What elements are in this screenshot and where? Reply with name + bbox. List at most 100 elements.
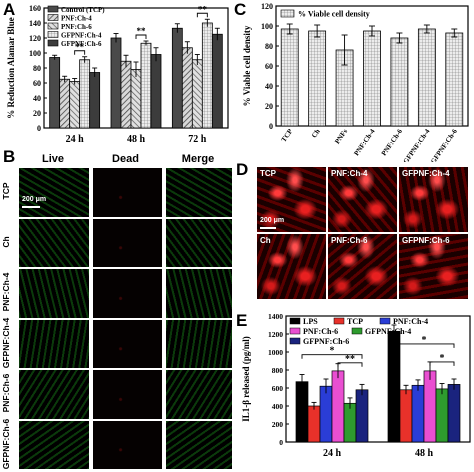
- y-tick-label: 80: [33, 64, 41, 73]
- panel-b: Live Dead Merge TCP 200 μm Ch PNF:Ch-4 GFPNF…: [0, 147, 234, 471]
- row-label: PNF:Ch-4: [1, 272, 11, 312]
- y-tick-label: 600: [272, 384, 284, 393]
- chart-a: 0 20 40 60 80 100 120 140 160 % Reduction Alamar …: [6, 4, 229, 145]
- plot-frame: [285, 315, 471, 443]
- x-tick-label: Ch: [310, 127, 322, 139]
- legend-label: PNF:Ch-4: [61, 15, 92, 23]
- legend-label: LPS: [303, 317, 318, 326]
- bar: [181, 47, 193, 129]
- micrograph-label: GFPNF:Ch-4: [402, 169, 450, 178]
- micrograph-live: [18, 217, 90, 268]
- bar: [211, 33, 223, 129]
- x-tick-label: 24 h: [66, 134, 85, 145]
- legend-swatch: [47, 22, 59, 30]
- x-tick-label: GFPNF:Ch-4: [402, 127, 432, 162]
- row-label: GFPNF:Ch-6: [1, 418, 11, 470]
- bar: [130, 69, 142, 129]
- chart-e: 0 200 400 600 800 1000 1200 1400 IL1-β released …: [241, 312, 471, 459]
- legend-swatch: [379, 317, 391, 325]
- scale-bar: [260, 227, 276, 229]
- legend-swatch: [333, 317, 345, 325]
- row-label: PNF:Ch-6: [1, 373, 11, 413]
- significance-mark: **: [345, 354, 355, 365]
- bar: [445, 32, 464, 127]
- scale-bar-label: 200 μm: [260, 217, 285, 224]
- significance-bracket: [196, 12, 208, 18]
- bar: [59, 78, 71, 129]
- legend-label: PNF:Ch-6: [61, 23, 92, 31]
- legend-label: GFPNF:Ch-4: [365, 327, 411, 336]
- significance-mark: *: [440, 353, 445, 364]
- micrograph-cell: Ch: [256, 233, 327, 300]
- panel-label-e: E: [236, 311, 248, 330]
- panel-label-b: B: [3, 147, 16, 166]
- bar: [110, 37, 122, 129]
- legend-label: % Viable cell density: [298, 10, 370, 19]
- row-label: GFPNF:Ch-4: [1, 317, 11, 369]
- col-head-live: Live: [41, 153, 64, 165]
- significance-mark: **: [198, 4, 208, 14]
- legend-swatch: [289, 337, 301, 345]
- bar: [417, 28, 436, 127]
- x-tick-label: PNFs: [333, 127, 349, 145]
- significance-mark: **: [75, 42, 85, 52]
- y-tick-label: 0: [37, 124, 41, 133]
- row-label: TCP: [1, 182, 11, 200]
- micrograph-cell: PNF:Ch-4: [327, 166, 398, 233]
- x-tick-label: GFPNF:Ch-6: [429, 127, 459, 162]
- micrograph-dead: [92, 268, 163, 319]
- micrograph-label: GFPNF:Ch-6: [402, 236, 450, 245]
- y-tick-label: 20: [33, 109, 41, 118]
- y-tick-label: 20: [265, 102, 273, 111]
- y-tick-label: 40: [33, 94, 41, 103]
- bar: [331, 370, 345, 443]
- micrograph-merge: [165, 268, 233, 319]
- scale-bar: [22, 206, 40, 208]
- micrograph-merge: [165, 369, 233, 420]
- legend-label: GFPNF:Ch-6: [61, 40, 102, 48]
- y-tick-label: 40: [265, 82, 273, 91]
- y-tick-label: 1000: [268, 348, 283, 357]
- chart-c: 0 20 40 60 80 100 120 % Viable cell density TCP C…: [242, 2, 469, 162]
- x-tick-label: TCP: [280, 127, 295, 144]
- y-axis-label: % Viable cell density: [242, 25, 252, 106]
- legend-label: GFPNF:Ch-6: [303, 337, 349, 346]
- bar: [150, 54, 162, 129]
- micrograph-cell: GFPNF:Ch-4: [398, 166, 469, 233]
- y-tick-label: 140: [29, 19, 41, 28]
- y-tick-label: 120: [261, 2, 273, 11]
- panel-label-a: A: [3, 0, 16, 19]
- bar: [79, 59, 91, 129]
- col-head-merge: Merge: [181, 153, 215, 165]
- y-axis-label: IL1-β released (pg/ml): [241, 336, 251, 422]
- significance-mark: *: [330, 346, 335, 357]
- bar: [343, 402, 357, 443]
- significance-bracket: [301, 354, 363, 359]
- micrograph-dead: [92, 419, 163, 470]
- x-tick-label: 72 h: [188, 134, 207, 145]
- significance-bracket: [135, 34, 147, 39]
- micrograph-live: [18, 268, 90, 319]
- bar: [355, 389, 369, 443]
- legend-swatch: [47, 5, 59, 13]
- micrograph-merge: [165, 318, 233, 369]
- micrograph-live: [18, 369, 90, 420]
- y-tick-label: 0: [269, 122, 273, 131]
- legend-swatch: [289, 317, 301, 325]
- bar: [435, 388, 449, 443]
- legend-label: Control (TCP): [61, 6, 105, 14]
- legend-label: PNF:Ch-4: [393, 317, 428, 326]
- row-label: Ch: [1, 236, 11, 248]
- scale-bar-label: 200 μm: [22, 196, 47, 203]
- significance-bracket: [429, 361, 455, 366]
- x-tick-label: 48 h: [415, 448, 434, 459]
- significance-bracket: [337, 362, 363, 367]
- col-head-dead: Dead: [112, 153, 139, 165]
- x-tick-label: 48 h: [127, 134, 146, 145]
- panel-label-c: C: [234, 0, 247, 19]
- x-tick-label: 24 h: [323, 448, 342, 459]
- bar: [423, 370, 437, 443]
- micrograph-dead: [92, 217, 163, 268]
- micrograph-cell: TCP 200 μm: [256, 166, 327, 233]
- bar: [49, 57, 61, 129]
